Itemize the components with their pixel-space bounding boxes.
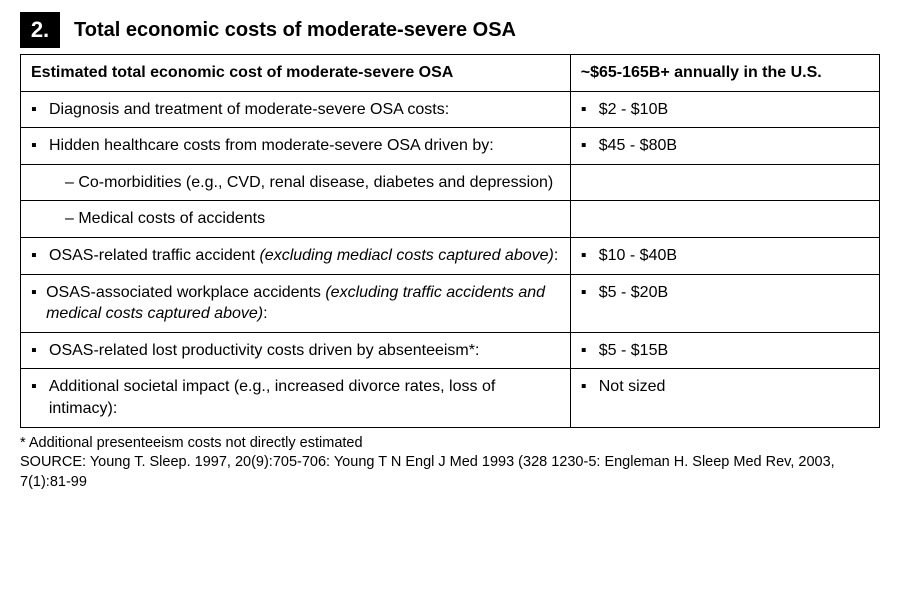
- bullet-icon: ▪: [31, 376, 41, 398]
- bullet-icon: ▪: [581, 135, 591, 157]
- table-cell-right: ▪ $10 - $40B: [570, 237, 879, 274]
- table-cell-left: ▪ Hidden healthcare costs from moderate-s…: [21, 128, 571, 165]
- table-cell-left: ▪ Additional societal impact (e.g., incre…: [21, 369, 571, 427]
- cell-text: OSAS-related traffic accident (excluding…: [49, 245, 558, 267]
- figure-number-badge: 2.: [20, 12, 60, 48]
- bullet-icon: ▪: [581, 376, 591, 398]
- footnote-line-2: SOURCE: Young T. Sleep. 1997, 20(9):705-…: [20, 453, 880, 492]
- bullet-icon: ▪: [31, 282, 38, 304]
- bullet-icon: ▪: [581, 282, 591, 304]
- cell-text: OSAS-associated workplace accidents (exc…: [46, 282, 560, 325]
- footnote: * Additional presenteeism costs not dire…: [20, 434, 880, 493]
- table-row: ▪ OSAS-associated workplace accidents (ex…: [21, 274, 880, 332]
- table-cell-left: ▪ OSAS-related traffic accident (excludin…: [21, 237, 571, 274]
- table-cell-right: ▪ $45 - $80B: [570, 128, 879, 165]
- table-cell-right: ▪ $2 - $10B: [570, 91, 879, 128]
- table-cell-right: [570, 201, 879, 238]
- cell-value: Not sized: [599, 376, 666, 398]
- cell-value: $10 - $40B: [599, 245, 677, 267]
- bullet-icon: ▪: [581, 340, 591, 362]
- cell-text: Additional societal impact (e.g., increa…: [49, 376, 560, 419]
- table-row: ▪ Additional societal impact (e.g., incre…: [21, 369, 880, 427]
- table-cell-left: – Medical costs of accidents: [21, 201, 571, 238]
- bullet-icon: ▪: [581, 245, 591, 267]
- table-header-right: ~$65-165B+ annually in the U.S.: [570, 55, 879, 92]
- table-row: ▪ OSAS-related lost productivity costs dr…: [21, 332, 880, 369]
- table-row: ▪ OSAS-related traffic accident (excludin…: [21, 237, 880, 274]
- cell-text: Diagnosis and treatment of moderate-seve…: [49, 99, 449, 121]
- figure-header: 2. Total economic costs of moderate-seve…: [20, 12, 880, 48]
- table-cell-right: [570, 164, 879, 201]
- cell-text: OSAS-related lost productivity costs dri…: [49, 340, 479, 362]
- table-row: – Medical costs of accidents: [21, 201, 880, 238]
- cell-value: $2 - $10B: [599, 99, 668, 121]
- bullet-icon: ▪: [31, 245, 41, 267]
- table-row: ▪ Diagnosis and treatment of moderate-sev…: [21, 91, 880, 128]
- cell-text: Hidden healthcare costs from moderate-se…: [49, 135, 494, 157]
- table-cell-right: ▪ Not sized: [570, 369, 879, 427]
- cost-table: Estimated total economic cost of moderat…: [20, 54, 880, 428]
- table-cell-right: ▪ $5 - $15B: [570, 332, 879, 369]
- table-header-left: Estimated total economic cost of moderat…: [21, 55, 571, 92]
- table-cell-left: – Co-morbidities (e.g., CVD, renal disea…: [21, 164, 571, 201]
- bullet-icon: ▪: [581, 99, 591, 121]
- figure-title: Total economic costs of moderate-severe …: [74, 19, 516, 42]
- table-row: ▪ Hidden healthcare costs from moderate-s…: [21, 128, 880, 165]
- bullet-icon: ▪: [31, 99, 41, 121]
- table-cell-right: ▪ $5 - $20B: [570, 274, 879, 332]
- table-header-row: Estimated total economic cost of moderat…: [21, 55, 880, 92]
- table-cell-left: ▪ Diagnosis and treatment of moderate-sev…: [21, 91, 571, 128]
- cell-value: $45 - $80B: [599, 135, 677, 157]
- cell-value: $5 - $15B: [599, 340, 668, 362]
- footnote-line-1: * Additional presenteeism costs not dire…: [20, 434, 880, 454]
- table-cell-left: ▪ OSAS-associated workplace accidents (ex…: [21, 274, 571, 332]
- bullet-icon: ▪: [31, 340, 41, 362]
- table-row: – Co-morbidities (e.g., CVD, renal disea…: [21, 164, 880, 201]
- bullet-icon: ▪: [31, 135, 41, 157]
- cell-value: $5 - $20B: [599, 282, 668, 304]
- table-cell-left: ▪ OSAS-related lost productivity costs dr…: [21, 332, 571, 369]
